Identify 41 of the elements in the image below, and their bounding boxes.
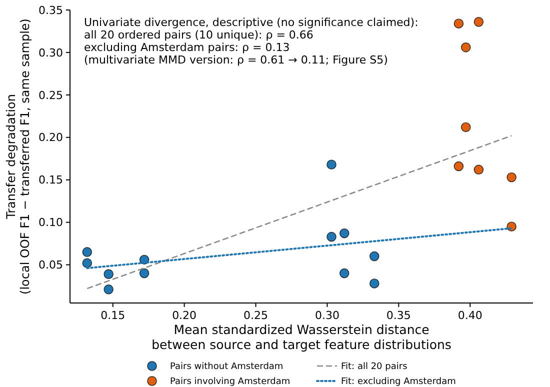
y-tick-label: 0.20 — [38, 131, 63, 144]
legend-label: Pairs without Amsterdam — [170, 362, 284, 372]
x-tick-label: 0.20 — [172, 309, 197, 322]
point — [474, 17, 484, 27]
x-tick-label: 0.35 — [386, 309, 411, 322]
legend-label: Fit: excluding Amsterdam — [341, 377, 456, 387]
x-tick-label: 0.40 — [458, 309, 482, 322]
point — [460, 122, 471, 132]
point — [340, 268, 350, 278]
y-axis-title: Transfer degradation (local OOF F1 − transferred F1, same sample) — [4, 18, 32, 294]
point — [82, 247, 92, 257]
point — [82, 258, 92, 268]
x-tick-label: 0.30 — [314, 309, 340, 322]
x-tick-label: 0.25 — [244, 309, 268, 322]
point — [474, 164, 484, 175]
point — [340, 228, 350, 238]
annotation: excluding Amsterdam pairs: ρ = 0.13 — [84, 41, 290, 54]
y-tick-label: 0.10 — [38, 216, 63, 230]
x-axis-title: Mean standardized Wasserstein distance between source and target feature distributions — [152, 322, 452, 352]
point — [104, 284, 114, 294]
y-tick-label: 0.15 — [38, 174, 63, 187]
legend-label: Fit: all 20 pairs — [341, 362, 408, 372]
y-tick-label: 0.05 — [38, 258, 63, 272]
y-tick-label: 0.30 — [38, 46, 63, 60]
point — [460, 42, 471, 52]
point — [454, 161, 464, 172]
point — [326, 232, 336, 242]
y-tick-label: 0.35 — [38, 4, 63, 17]
annotation: Univariate divergence, descriptive (no significance claimed): — [84, 16, 418, 29]
annotation: all 20 ordered pairs (10 unique): ρ = 0.66 — [84, 28, 314, 42]
point — [506, 172, 516, 182]
point — [139, 268, 150, 278]
point — [370, 278, 380, 288]
point — [370, 251, 380, 262]
y-tick-label: 0.25 — [38, 88, 63, 102]
point — [326, 160, 336, 170]
x-tick-label: 0.15 — [100, 309, 126, 322]
annotation: (multivariate MMD version: ρ = 0.61 → 0.11; Figure S5) — [84, 54, 388, 66]
point — [104, 269, 114, 279]
legend-label: Pairs involving Amsterdam — [170, 377, 290, 387]
point — [454, 18, 464, 28]
